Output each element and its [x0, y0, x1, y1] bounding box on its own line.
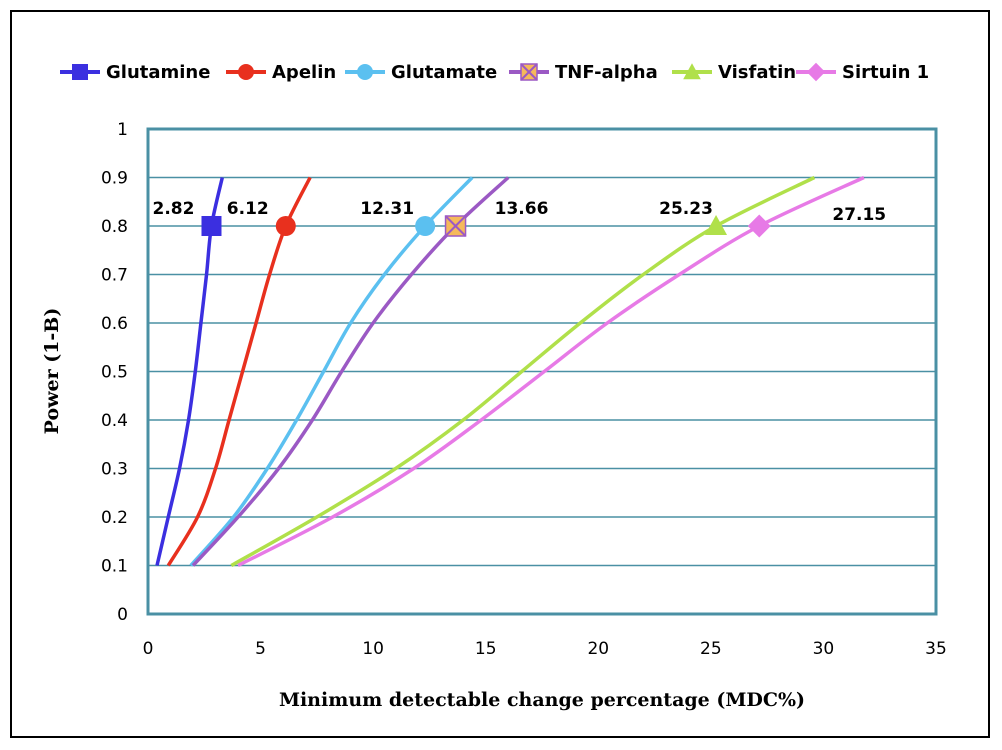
- y-tick-label: 0.1: [101, 557, 128, 577]
- y-axis-title: Power (1-B): [41, 308, 63, 435]
- x-tick-label: 20: [587, 639, 609, 659]
- y-tick-label: 0.2: [101, 508, 128, 528]
- apelin-marker: [275, 216, 296, 236]
- tnf-alpha-data-label: 13.66: [495, 199, 549, 219]
- x-tick-label: 15: [475, 639, 497, 659]
- glutamine-line: [155, 177, 225, 566]
- y-tick-label: 0.9: [101, 169, 128, 189]
- x-tick-label: 10: [362, 639, 384, 659]
- y-tick-label: 0: [117, 605, 128, 625]
- legend-label: Visfatin: [718, 62, 796, 83]
- x-tick-label: 35: [925, 639, 947, 659]
- y-tick-label: 1: [117, 120, 128, 140]
- glutamate-line: [189, 176, 474, 567]
- glutamine-marker: [201, 216, 222, 236]
- sirtuin-1-marker: [806, 62, 826, 82]
- tnf-alpha-marker: [520, 63, 538, 81]
- y-tick-label: 0.5: [101, 363, 128, 383]
- x-tick-label: 25: [700, 639, 722, 659]
- glutamate-marker: [415, 216, 436, 236]
- visfatin-marker: [705, 215, 728, 235]
- legend-item-visfatin: Visfatin: [672, 62, 796, 83]
- legend-label: Apelin: [272, 62, 336, 83]
- x-tick-label: 0: [143, 639, 154, 659]
- tnf-alpha-marker: [444, 215, 467, 237]
- apelin-line: [166, 176, 312, 567]
- visfatin-marker: [683, 63, 701, 80]
- x-tick-label: 5: [255, 639, 266, 659]
- legend-label: TNF-alpha: [555, 62, 658, 83]
- glutamate-data-label: 12.31: [360, 199, 414, 219]
- sirtuin-1-line: [237, 175, 865, 568]
- y-tick-label: 0.4: [101, 411, 128, 431]
- sirtuin-1-marker: [747, 214, 771, 238]
- y-tick-label: 0.6: [101, 314, 128, 334]
- apelin-marker: [238, 64, 254, 80]
- apelin-data-label: 6.12: [227, 199, 269, 219]
- x-tick-label: 30: [813, 639, 835, 659]
- glutamine-data-label: 2.82: [153, 199, 195, 219]
- markers: [201, 214, 771, 238]
- y-tick-label: 0.3: [101, 460, 128, 480]
- visfatin-line: [230, 175, 816, 568]
- glutamine-marker: [72, 64, 88, 80]
- data-labels: 2.82 6.12 12.31 13.66 25.23 27.15: [153, 199, 887, 225]
- x-axis-ticks: 0 5 10 15 20 25 30 35: [143, 639, 947, 659]
- legend-label: Glutamate: [391, 62, 497, 83]
- glutamate-marker: [357, 64, 373, 80]
- y-tick-label: 0.7: [101, 266, 128, 286]
- y-axis-ticks: 0 0.1 0.2 0.3 0.4 0.5 0.6 0.7 0.8 0.9 1: [101, 120, 128, 625]
- legend-item-tnf-alpha: TNF-alpha: [509, 62, 658, 83]
- legend-item-apelin: Apelin: [226, 62, 336, 83]
- y-tick-label: 0.8: [101, 217, 128, 237]
- visfatin-data-label: 25.23: [659, 199, 713, 219]
- legend-item-glutamine: Glutamine: [60, 62, 210, 83]
- sirtuin-1-data-label: 27.15: [832, 205, 886, 225]
- legend-item-glutamate: Glutamate: [345, 62, 497, 83]
- legend-item-sirtuin-1: Sirtuin 1: [796, 62, 929, 83]
- legend: Glutamine Apelin Glutamate TNF-alpha Visfati…: [60, 62, 929, 83]
- legend-label: Sirtuin 1: [842, 62, 929, 83]
- x-axis-title: Minimum detectable change percentage (MD…: [279, 689, 805, 711]
- legend-label: Glutamine: [106, 62, 210, 83]
